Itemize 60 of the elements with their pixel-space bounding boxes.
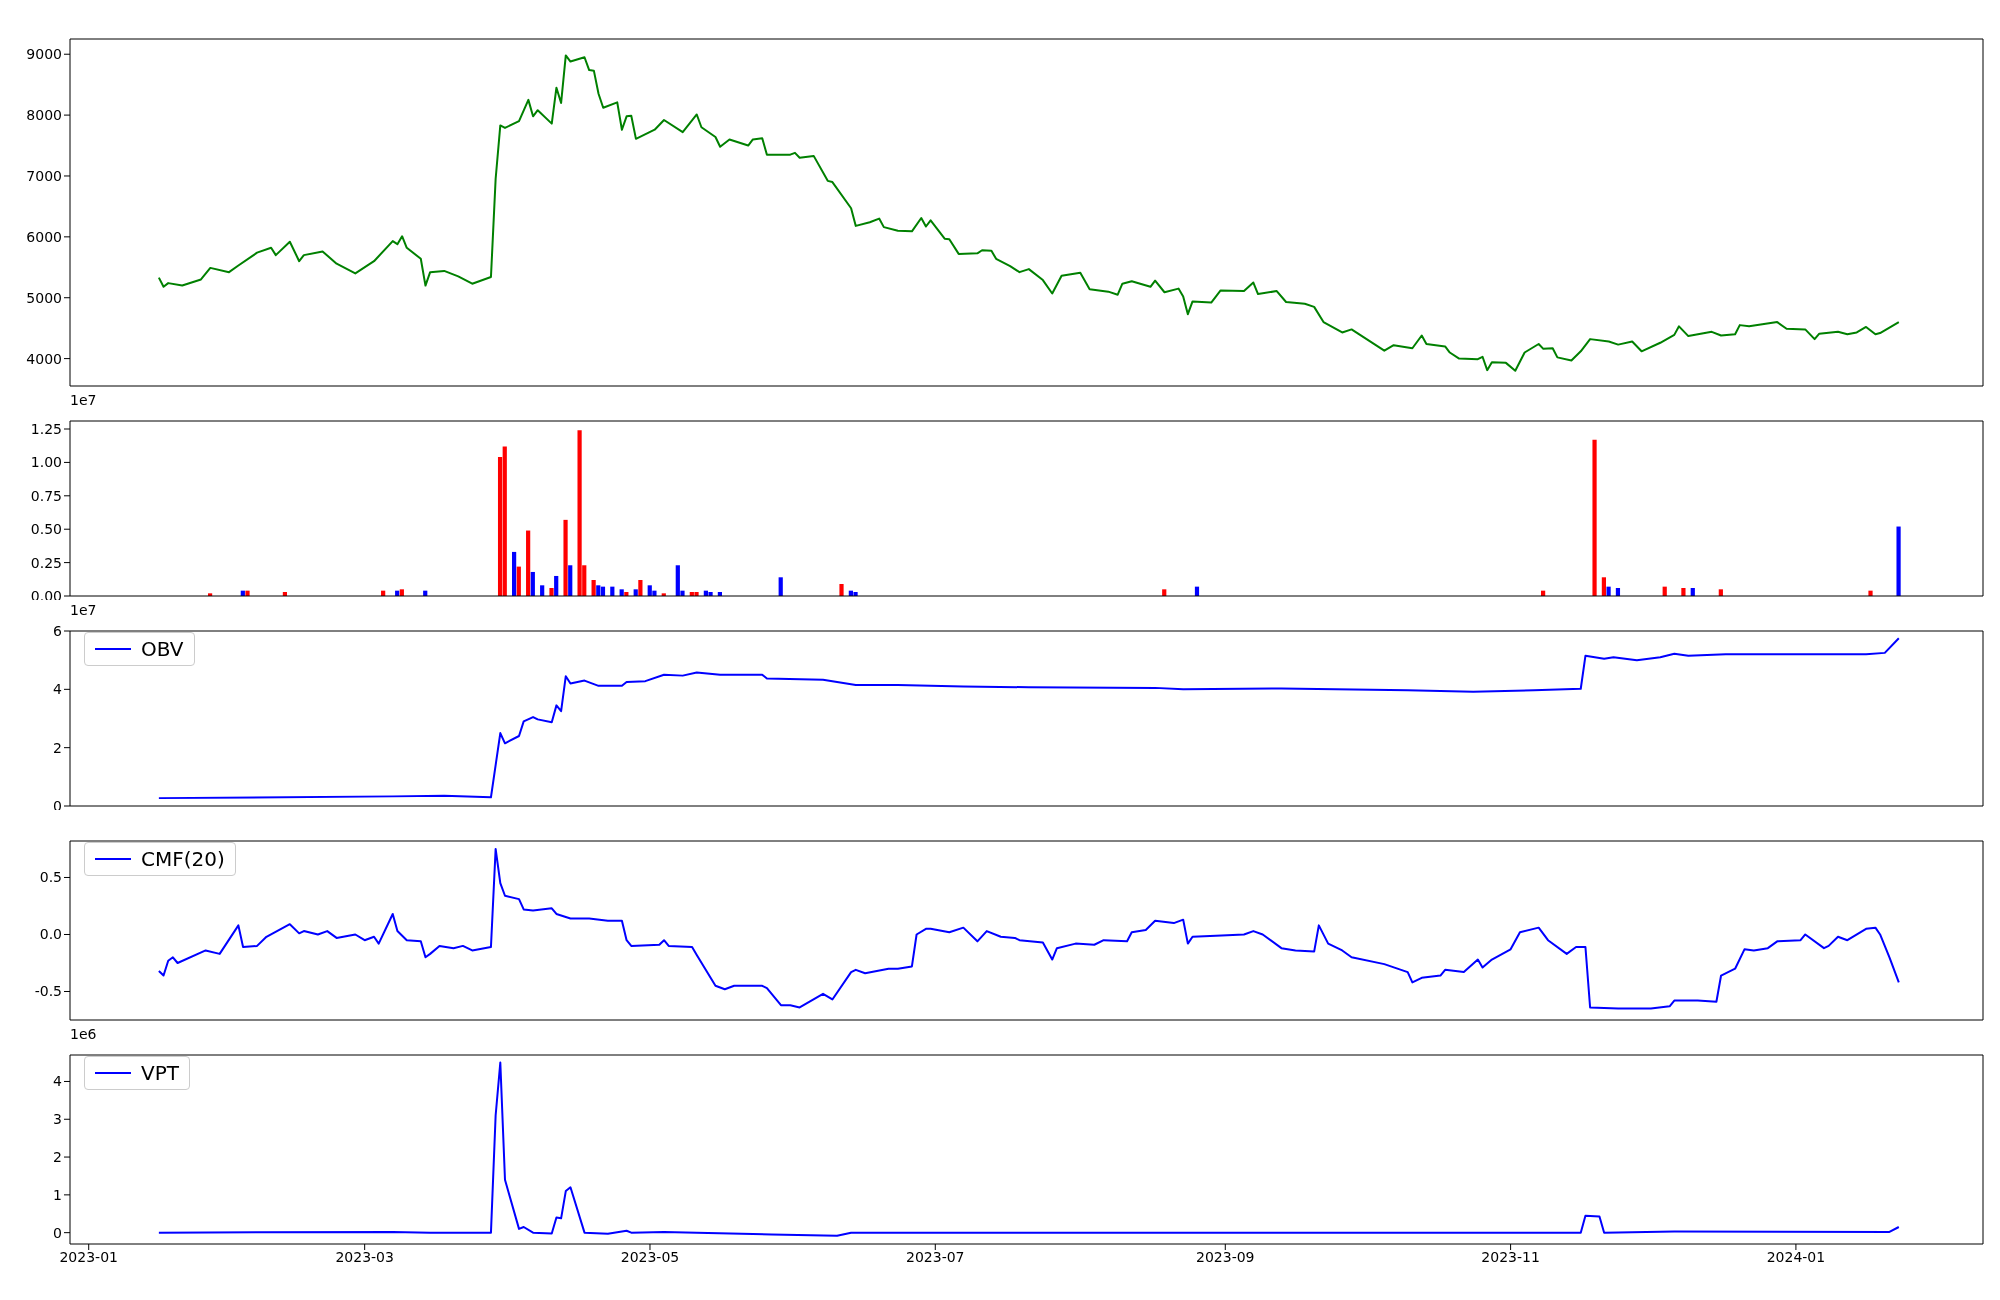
y-tick-label: 1.00 — [30, 454, 62, 471]
bar — [1606, 586, 1611, 596]
bar — [512, 551, 517, 596]
y-tick-label: 9000 — [26, 46, 62, 63]
y-tick-label: 0.25 — [30, 554, 62, 571]
x-tick-label: 2023-01 — [59, 1248, 118, 1265]
x-tick-label: 2024-01 — [1766, 1248, 1826, 1265]
bar — [638, 579, 643, 596]
y-tick-label: 4 — [53, 1073, 63, 1090]
y-tick-label: 0.0 — [39, 926, 62, 943]
y-tick-label: 7000 — [26, 167, 62, 184]
y-tick-label: 0.75 — [30, 487, 62, 504]
bar — [549, 587, 554, 596]
x-tick-label: 2023-05 — [620, 1248, 680, 1265]
y-tick-label: 4000 — [26, 350, 62, 367]
y-tick-label: 6000 — [26, 228, 62, 245]
y-tick-label: 0 — [53, 1224, 62, 1241]
y-tick-label: 2 — [53, 1149, 62, 1166]
legend-box: CMF(20) — [84, 842, 236, 876]
bar — [1601, 577, 1607, 596]
y-tick-label: 5000 — [26, 289, 62, 306]
bar — [516, 566, 521, 596]
y-tick-label: 6 — [53, 622, 63, 639]
x-tick-label: 2023-03 — [335, 1248, 394, 1265]
y-tick-label: 8000 — [26, 107, 62, 124]
bar — [839, 583, 844, 596]
bar — [1592, 439, 1597, 596]
x-tick-label: 2023-07 — [906, 1248, 965, 1265]
y-tick-label: 0.50 — [30, 521, 62, 538]
y-tick-label: 1 — [53, 1186, 62, 1203]
y-tick-label: 2 — [53, 739, 62, 756]
bar — [530, 571, 535, 596]
bar — [245, 590, 250, 596]
bar — [554, 575, 559, 596]
y-tick-label: -0.5 — [34, 983, 62, 1000]
x-tick-label: 2023-09 — [1196, 1248, 1255, 1265]
text: 1e6 — [70, 1026, 97, 1042]
bar — [778, 577, 783, 596]
bar — [1896, 526, 1901, 596]
bar — [577, 430, 582, 596]
line-series — [157, 54, 1900, 372]
bar — [526, 530, 531, 596]
text: 1e7 — [70, 602, 97, 618]
bar — [1868, 590, 1873, 596]
legend-label: OBV — [141, 637, 184, 661]
text: 1e7 — [70, 392, 97, 408]
y-tick-label: 4 — [53, 681, 63, 698]
x-tick-label: 2023-11 — [1481, 1248, 1540, 1265]
legend-label: VPT — [141, 1061, 179, 1085]
legend-label: CMF(20) — [141, 847, 225, 871]
legend-box: OBV — [84, 632, 195, 666]
bar — [502, 446, 507, 596]
y-tick-label: 0.5 — [39, 869, 62, 886]
bar — [568, 565, 573, 596]
legend-box: VPT — [84, 1056, 190, 1090]
bar — [591, 579, 596, 596]
y-tick-label: 3 — [53, 1111, 62, 1128]
y-tick-label: 1.25 — [30, 420, 62, 437]
bar — [563, 519, 568, 596]
bar — [1681, 587, 1686, 596]
